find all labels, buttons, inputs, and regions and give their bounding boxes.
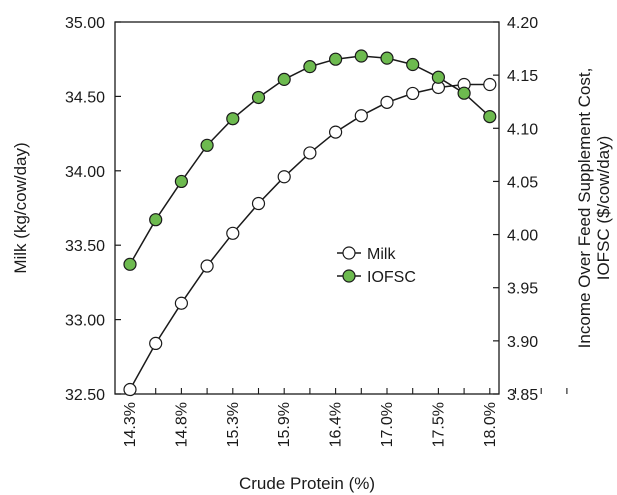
point-iofsc: [406, 57, 420, 72]
plot-frame: [114, 21, 500, 395]
point-milk: [406, 86, 420, 101]
x-tick-label: 17.0%: [379, 402, 396, 447]
point-iofsc: [431, 70, 445, 84]
legend-iofsc-label: IOFSC: [367, 269, 416, 286]
point-iofsc: [149, 213, 163, 227]
point-iofsc: [303, 60, 317, 74]
x-tick-label: 17.5%: [430, 402, 447, 447]
x-tick-label: 15.3%: [225, 402, 242, 447]
point-iofsc: [123, 257, 137, 271]
right-tick-label: 4.10: [507, 121, 538, 138]
point-milk: [329, 125, 343, 139]
x-tick-label: 14.8%: [173, 402, 190, 447]
left-tick-label: 35.00: [65, 15, 105, 32]
point-iofsc: [226, 112, 240, 126]
legend-iofsc-marker: [342, 269, 356, 283]
x-tick-label: 16.4%: [328, 402, 345, 447]
x-tick-label: 15.9%: [276, 402, 293, 447]
point-iofsc: [354, 49, 368, 63]
right-tick-label: 4.05: [507, 174, 538, 191]
point-iofsc: [251, 90, 266, 105]
right-tick-label: 3.95: [507, 281, 538, 298]
point-iofsc: [457, 86, 471, 100]
point-iofsc: [277, 72, 291, 86]
left-axis-title: Milk (kg/cow/day): [11, 142, 30, 273]
right-axis-title-line1: Income Over Feed Supplement Cost,: [575, 68, 594, 349]
point-milk: [174, 296, 188, 310]
point-milk: [380, 95, 394, 109]
point-iofsc: [483, 109, 497, 124]
legend-milk-label: Milk: [367, 246, 396, 263]
right-axis: 3.85 3.90 3.95 4.00 4.05 4.10 4.15 4.20: [493, 15, 538, 404]
point-milk: [200, 259, 214, 273]
point-milk: [149, 336, 163, 351]
x-axis-title: Crude Protein (%): [239, 474, 375, 493]
point-milk: [277, 170, 291, 184]
right-tick-label: 4.20: [507, 15, 538, 32]
point-iofsc: [174, 174, 188, 189]
x-tick-label: 18.0%: [482, 402, 499, 447]
left-tick-label: 34.50: [65, 89, 105, 106]
right-tick-label: 4.00: [507, 228, 538, 245]
right-axis-title-line2: IOFSC ($/cow/day): [594, 136, 613, 281]
legend-milk-marker: [342, 246, 356, 260]
point-milk: [303, 146, 317, 160]
series-layer: [123, 49, 497, 397]
point-milk: [226, 226, 240, 240]
left-tick-label: 32.50: [65, 387, 105, 404]
x-tick-label: 14.3%: [122, 402, 139, 447]
point-iofsc: [380, 51, 394, 65]
series-line-milk: [129, 83, 490, 390]
point-milk: [483, 77, 497, 92]
point-milk: [251, 196, 266, 211]
right-tick-label: 3.85: [507, 387, 538, 404]
point-milk: [123, 382, 137, 397]
left-axis: 32.50 33.00 33.50 34.00 34.50 35.00: [65, 15, 121, 404]
right-tick-label: 3.90: [507, 334, 538, 351]
point-iofsc: [200, 138, 214, 152]
left-tick-label: 34.00: [65, 164, 105, 181]
left-tick-label: 33.00: [65, 313, 105, 330]
right-tick-label: 4.15: [507, 68, 538, 85]
x-axis: 14.3% 14.8% 15.3% 15.9% 16.4% 17.0% 17.5% 18.0%: [122, 388, 568, 447]
point-milk: [354, 109, 368, 123]
point-iofsc: [329, 52, 343, 66]
left-tick-label: 33.50: [65, 238, 105, 255]
legend: Milk IOFSC: [337, 246, 416, 286]
